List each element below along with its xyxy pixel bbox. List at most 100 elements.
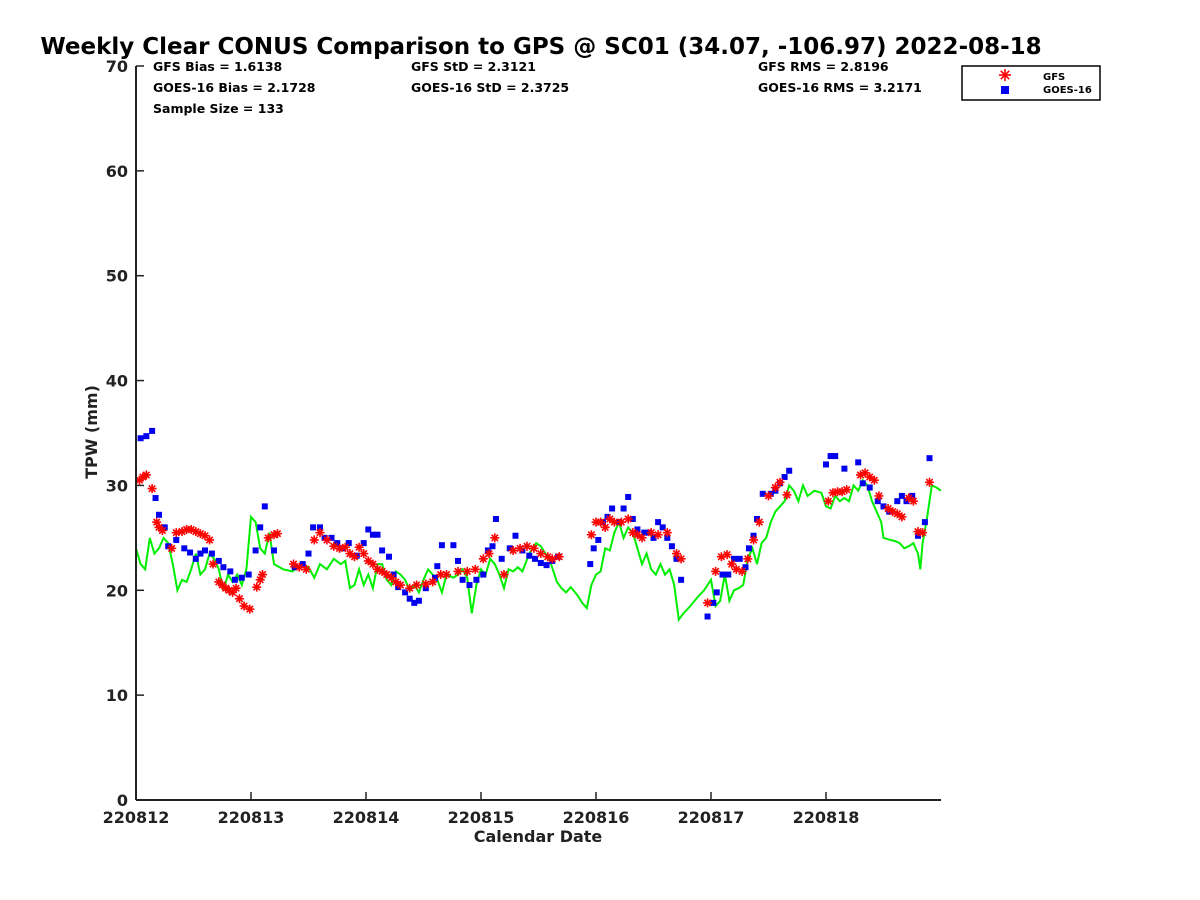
- goes-16-point: [245, 571, 252, 578]
- goes-16-point: [832, 453, 839, 460]
- goes-16-point: [736, 555, 743, 562]
- gfs-point: [453, 566, 463, 576]
- gfs-point: [386, 573, 396, 583]
- goes-16-point: [197, 550, 204, 557]
- gfs-point: [350, 552, 359, 562]
- goes-16-point: [208, 550, 215, 557]
- goes-16-point: [271, 547, 277, 554]
- goes-16-point: [328, 534, 335, 541]
- gfs-point: [382, 570, 392, 580]
- goes-16-point: [859, 480, 866, 487]
- gfs-point: [345, 549, 355, 559]
- goes-16-point: [402, 589, 409, 596]
- gfs-point: [662, 528, 672, 538]
- goes-16-point: [880, 503, 887, 510]
- gfs-point: [646, 528, 656, 538]
- goes-16-point: [353, 552, 360, 559]
- goes-16-point: [220, 564, 227, 571]
- gfs-point: [522, 541, 532, 551]
- x-tick-label: 220817: [678, 808, 745, 827]
- goes-16-point: [543, 562, 550, 569]
- gfs-point: [904, 493, 914, 503]
- goes-16-point: [655, 519, 662, 526]
- goes-16-point: [379, 547, 386, 554]
- gfs-point: [782, 490, 792, 500]
- gfs-point: [925, 477, 934, 487]
- goes-16-point: [823, 461, 829, 468]
- gfs-point: [421, 579, 431, 589]
- gfs-point: [205, 535, 215, 545]
- goes-16-point: [466, 582, 473, 589]
- y-tick-label: 20: [106, 581, 128, 600]
- gfs-point: [918, 528, 928, 538]
- goes-16-point: [411, 599, 418, 606]
- goes-16-point: [498, 555, 505, 562]
- y-tick-label: 0: [117, 791, 128, 810]
- gfs-point: [529, 543, 539, 553]
- gfs-point: [272, 529, 282, 539]
- gfs-point: [442, 570, 451, 580]
- legend-box: [961, 65, 1101, 101]
- legend-gfs-label: GFS: [1043, 72, 1065, 83]
- goes-16-point: [473, 576, 480, 583]
- gfs-point: [869, 475, 879, 485]
- y-axis-label: TPW (mm): [82, 385, 101, 479]
- goes-16-point: [406, 595, 413, 602]
- gfs-point: [874, 491, 884, 501]
- gfs-series: [134, 468, 934, 614]
- gfs-point: [842, 485, 852, 495]
- goes-16-point: [484, 547, 491, 554]
- goes-16-point: [299, 561, 306, 568]
- gfs-point: [208, 559, 218, 569]
- gfs-point: [484, 549, 494, 559]
- gfs-point: [335, 543, 345, 553]
- goes-bias-text: GOES-16 Bias = 2.1728: [153, 80, 315, 95]
- gfs-point: [653, 530, 663, 540]
- gfs-point: [340, 542, 350, 552]
- gfs-point: [405, 583, 415, 593]
- goes-16-point: [450, 542, 457, 549]
- gfs-point: [892, 509, 902, 519]
- goes-16-point: [438, 542, 445, 549]
- gfs-point: [865, 472, 875, 482]
- goes-16-point: [192, 555, 199, 562]
- goes-16-point: [434, 563, 441, 570]
- gfs-point: [412, 580, 422, 590]
- goes-16-point: [668, 543, 675, 550]
- goes-16-point: [291, 564, 298, 571]
- x-tick-label: 220812: [103, 808, 170, 827]
- gfs-point: [315, 528, 325, 538]
- gfs-point: [490, 533, 500, 543]
- goes-16-point: [432, 574, 438, 581]
- y-tick-label: 70: [106, 57, 128, 76]
- goes-16-point: [202, 547, 208, 554]
- legend-gfs-marker: [999, 69, 1011, 81]
- goes-16-point: [921, 519, 928, 526]
- goes-16-point: [620, 505, 627, 512]
- goes-16-point: [526, 552, 533, 559]
- goes-std-text: GOES-16 StD = 2.3725: [411, 80, 569, 95]
- goes-16-point: [215, 557, 222, 564]
- gfs-point: [377, 566, 387, 576]
- goes-16-point: [713, 589, 720, 596]
- goes-16-point: [719, 571, 726, 578]
- goes-16-point: [650, 534, 657, 541]
- gfs-std-text: GFS StD = 2.3121: [411, 59, 536, 74]
- goes-16-point: [625, 493, 632, 500]
- goes-16-point: [374, 531, 381, 538]
- gfs-point: [749, 535, 759, 545]
- goes-16-point: [704, 613, 711, 620]
- legend-gfs-asterisk: [999, 69, 1011, 81]
- gfs-point: [775, 477, 785, 487]
- gfs-point: [737, 566, 747, 576]
- gfs-point: [637, 533, 647, 543]
- gfs-point: [764, 491, 773, 501]
- goes-16-point: [305, 550, 312, 557]
- gfs-point: [396, 580, 405, 590]
- goes-16-point: [360, 540, 367, 547]
- legend: GFS GOES-16: [961, 65, 1101, 101]
- gfs-point: [309, 535, 319, 545]
- gfs-point: [586, 530, 596, 540]
- goes-16-point: [874, 498, 881, 505]
